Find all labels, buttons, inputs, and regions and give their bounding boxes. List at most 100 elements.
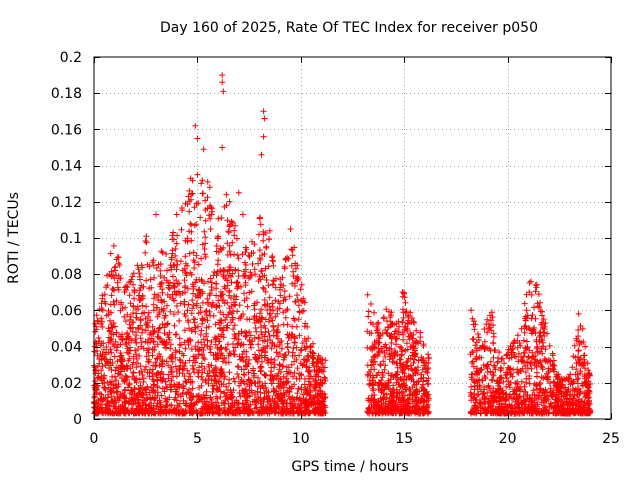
data-point	[282, 255, 289, 262]
data-point	[171, 288, 178, 295]
data-point	[579, 380, 586, 387]
data-point	[190, 402, 197, 409]
data-point	[181, 363, 188, 369]
data-point	[375, 333, 382, 339]
data-point	[384, 330, 391, 337]
data-point	[161, 315, 168, 321]
data-point	[200, 391, 207, 398]
data-point	[202, 197, 209, 204]
data-point	[468, 307, 475, 314]
data-point	[130, 359, 137, 366]
data-point	[308, 381, 314, 388]
data-point	[208, 287, 215, 293]
data-point	[144, 339, 151, 346]
data-point	[516, 410, 523, 417]
data-point	[158, 338, 165, 345]
data-point	[235, 340, 242, 347]
data-point	[410, 331, 417, 338]
data-point	[259, 383, 266, 390]
data-point	[245, 369, 252, 376]
data-point	[478, 366, 485, 373]
data-point	[191, 222, 198, 229]
data-point	[523, 338, 530, 345]
data-point	[113, 384, 120, 391]
data-point	[110, 319, 117, 326]
data-point	[509, 408, 516, 415]
data-point	[261, 115, 268, 122]
data-point	[193, 221, 200, 228]
data-point	[169, 358, 176, 365]
data-point	[146, 356, 152, 363]
data-point	[488, 376, 495, 383]
data-point	[228, 279, 235, 286]
data-point	[397, 356, 404, 363]
data-point	[289, 373, 296, 380]
data-point	[125, 339, 132, 346]
y-tick-labels: 0 0.02 0.04 0.06 0.08 0.1 0.12 0.14 0.16 0.18 0.2	[51, 50, 82, 428]
data-point	[319, 360, 326, 367]
data-point	[415, 340, 422, 347]
data-point	[538, 321, 545, 328]
data-point	[419, 366, 426, 373]
data-point	[372, 399, 379, 406]
data-point	[470, 335, 477, 342]
data-point	[122, 318, 129, 325]
data-point	[133, 314, 140, 321]
data-point	[420, 397, 426, 404]
data-point	[186, 250, 193, 257]
data-point	[200, 354, 207, 361]
data-point	[226, 289, 233, 295]
data-point	[231, 322, 238, 329]
data-point	[208, 303, 215, 310]
data-point	[135, 360, 141, 367]
data-point	[290, 273, 297, 279]
data-point	[108, 367, 115, 373]
data-point	[212, 373, 219, 379]
data-point	[509, 373, 516, 380]
data-point	[375, 319, 382, 326]
data-point	[488, 309, 495, 316]
data-point	[380, 407, 387, 414]
data-point	[172, 407, 179, 414]
data-point	[157, 261, 164, 267]
data-point	[396, 395, 403, 402]
data-point	[284, 321, 291, 328]
data-point	[201, 228, 208, 235]
data-point	[155, 334, 162, 341]
data-point	[499, 405, 506, 412]
data-point	[523, 307, 530, 314]
data-point	[276, 300, 283, 307]
data-point	[263, 244, 270, 251]
data-point	[121, 398, 128, 405]
data-point	[514, 366, 521, 373]
data-point	[243, 353, 250, 360]
data-point	[320, 404, 327, 411]
data-point	[229, 393, 236, 400]
data-point	[219, 144, 226, 151]
data-point	[377, 361, 384, 368]
data-point	[391, 403, 397, 410]
data-point	[526, 395, 533, 401]
data-point	[167, 354, 174, 361]
data-point	[96, 306, 103, 313]
data-point	[230, 348, 237, 354]
data-point	[156, 325, 163, 332]
data-point	[302, 386, 309, 392]
data-point	[296, 375, 303, 382]
data-point	[105, 308, 112, 314]
data-point	[377, 362, 384, 369]
data-point	[206, 292, 213, 299]
data-point	[269, 341, 276, 347]
data-point	[235, 273, 242, 280]
data-point	[577, 370, 584, 377]
data-point	[583, 409, 590, 416]
data-point	[378, 397, 385, 404]
data-point	[96, 356, 103, 362]
data-point	[408, 366, 415, 373]
data-point	[289, 323, 296, 330]
data-point	[538, 345, 545, 352]
data-point	[262, 230, 269, 236]
data-point	[385, 409, 392, 416]
data-point	[400, 314, 407, 321]
data-point	[286, 389, 293, 395]
